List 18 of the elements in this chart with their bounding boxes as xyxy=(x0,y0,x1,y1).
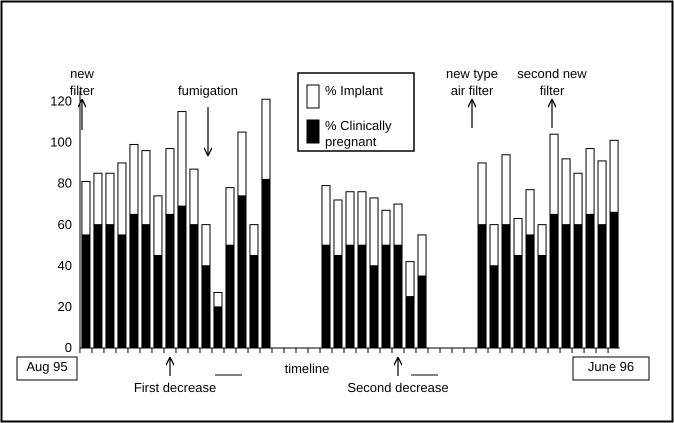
y-tick-label: 120 xyxy=(50,93,72,108)
legend-label: % Implant xyxy=(325,83,384,98)
annotation: new filter xyxy=(70,66,95,98)
annotation: fumigation xyxy=(178,83,238,98)
annotation: new type air filter xyxy=(446,66,498,98)
y-tick-label: 0 xyxy=(64,340,72,356)
y-tick-label: 100 xyxy=(50,134,72,150)
y-tick-label: 60 xyxy=(58,216,72,232)
text: Aug 95 xyxy=(26,359,68,374)
text: June 96 xyxy=(588,359,634,374)
text: Second decrease xyxy=(347,380,449,395)
text: timeline xyxy=(284,361,330,376)
legend-label: % Clinically pregnant xyxy=(325,118,392,149)
text: First decrease xyxy=(134,380,216,395)
y-tick-label: 40 xyxy=(58,258,72,273)
annotation: second new filter xyxy=(517,66,588,98)
y-tick-label: 20 xyxy=(58,299,72,314)
y-tick-label: 80 xyxy=(58,176,72,191)
